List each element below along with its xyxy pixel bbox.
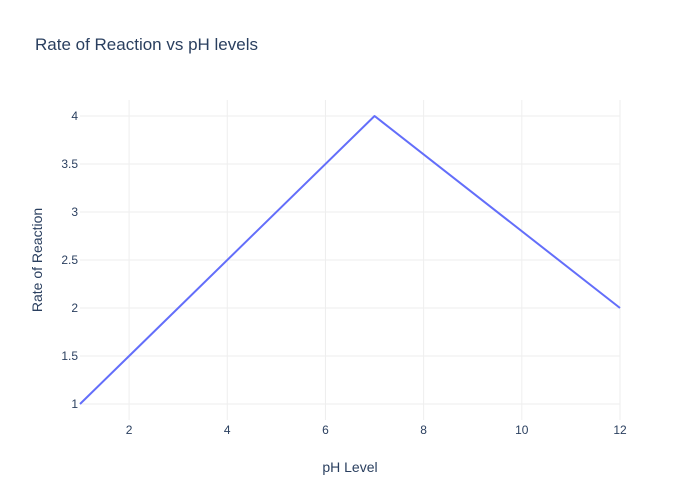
chart-title: Rate of Reaction vs pH levels <box>35 35 258 54</box>
y-tick-label: 3.5 <box>61 157 78 171</box>
x-tick-label: 6 <box>322 423 329 437</box>
series-group <box>79 115 621 405</box>
y-tick-label: 4 <box>71 109 78 123</box>
y-axis-ticks: 1 1.5 2 2.5 3 3.5 4 <box>61 109 78 411</box>
x-tick-label: 10 <box>515 423 529 437</box>
y-tick-label: 1 <box>71 397 78 411</box>
y-tick-label: 2.5 <box>61 253 78 267</box>
x-axis-ticks: 2 4 6 8 10 12 <box>126 423 627 437</box>
y-tick-label: 3 <box>71 205 78 219</box>
y-tick-label: 1.5 <box>61 349 78 363</box>
x-axis-label: pH Level <box>322 459 377 475</box>
grid-lines <box>80 100 621 420</box>
x-tick-label: 8 <box>420 423 427 437</box>
y-tick-label: 2 <box>71 301 78 315</box>
x-tick-label: 4 <box>224 423 231 437</box>
x-tick-label: 12 <box>613 423 627 437</box>
y-axis-label: Rate of Reaction <box>29 208 45 312</box>
x-tick-label: 2 <box>126 423 133 437</box>
